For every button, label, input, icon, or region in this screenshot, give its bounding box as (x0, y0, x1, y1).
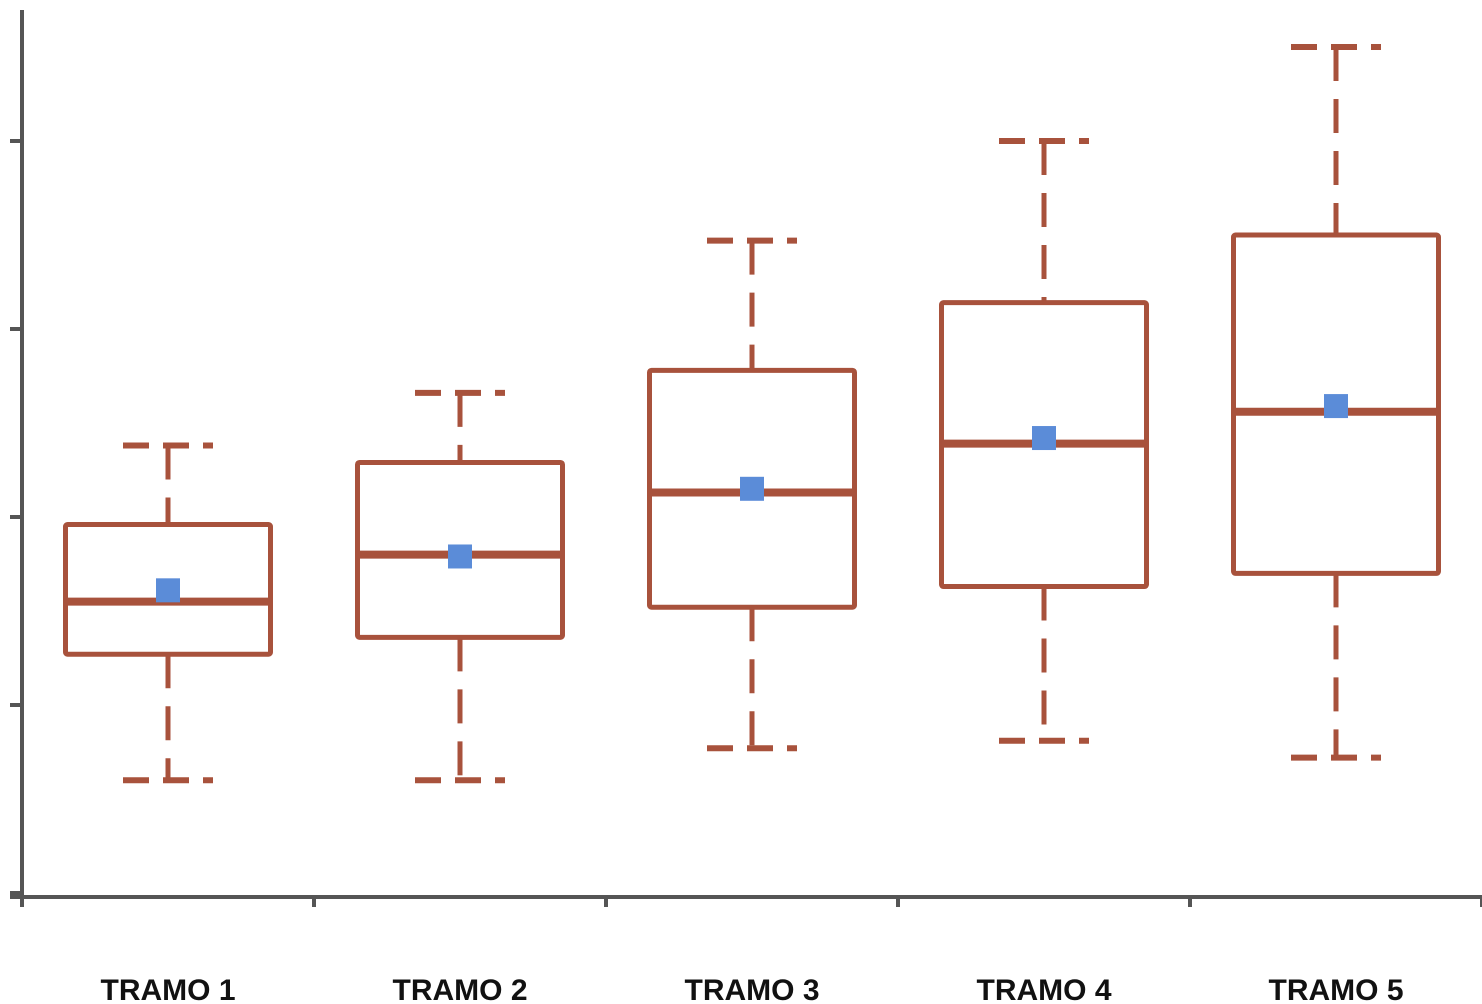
x-tick-label-tramo-4: TRAMO 4 (977, 974, 1112, 1004)
box-group-tramo-5 (1231, 44, 1441, 761)
box-group-tramo-3 (647, 237, 857, 752)
boxes-layer (63, 44, 1441, 784)
mean-marker (156, 578, 180, 603)
axes (10, 10, 1482, 907)
x-tick-label-tramo-5: TRAMO 5 (1269, 974, 1404, 1004)
box-group-tramo-1 (63, 442, 273, 784)
mean-marker (1324, 394, 1348, 419)
mean-marker (740, 476, 764, 501)
category-labels: TRAMO 1 TRAMO 2 TRAMO 3 TRAMO 4 TRAMO 5 (101, 974, 1404, 1004)
mean-marker (1032, 426, 1056, 451)
box-group-tramo-2 (355, 389, 565, 784)
mean-marker (448, 544, 472, 569)
x-tick-label-tramo-1: TRAMO 1 (101, 974, 236, 1004)
x-tick-label-tramo-2: TRAMO 2 (393, 974, 528, 1004)
x-tick-label-tramo-3: TRAMO 3 (685, 974, 820, 1004)
box-group-tramo-4 (939, 138, 1149, 744)
